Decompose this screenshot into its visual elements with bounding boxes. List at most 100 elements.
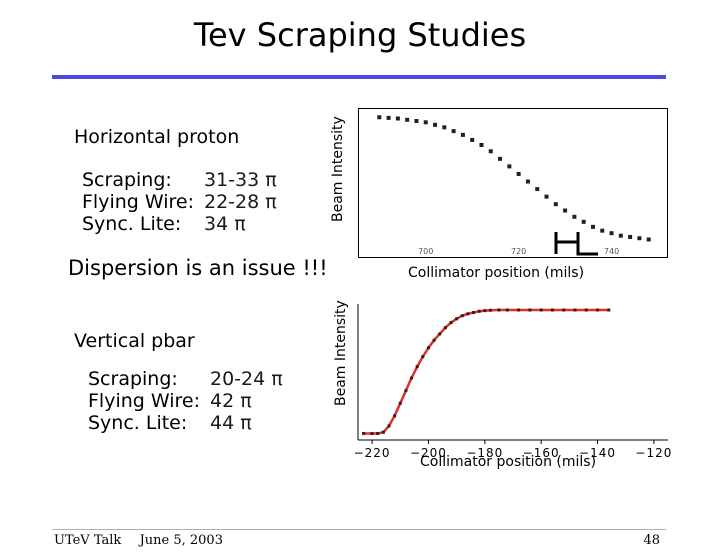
vertical-stats: Scraping: 20-24 π Flying Wire: 42 π Sync. …: [88, 368, 283, 434]
chart1-xlabel: Collimator position (mils): [408, 265, 585, 281]
chart2-ylabel: Beam Intensity: [333, 300, 349, 406]
chart2-point: [376, 431, 380, 435]
chart1-point: [414, 119, 419, 124]
chart2-point: [410, 376, 414, 380]
chart1-point: [405, 117, 410, 122]
footer-divider: [52, 529, 666, 530]
chart1-point: [470, 137, 475, 142]
chart2-tick-label: −140: [579, 446, 616, 460]
chart2-point: [497, 308, 501, 312]
chart1-plot: 700 720 740: [358, 108, 668, 258]
chart2-point: [387, 424, 391, 428]
chart2-point: [415, 365, 419, 369]
chart2-point: [573, 308, 577, 312]
horizontal-row-sync-lite: Sync. Lite: 34 π: [82, 213, 277, 235]
chart2-point: [483, 309, 487, 313]
chart1-tick-label: 700: [418, 247, 433, 256]
chart1-point: [535, 187, 540, 192]
chart1-point: [628, 234, 633, 239]
chart2-point: [472, 311, 476, 315]
chart1-point: [618, 233, 623, 238]
horizontal-row-flying-wire: Flying Wire: 22-28 π: [82, 191, 277, 213]
chart2-point: [455, 317, 459, 321]
chart2-plot: −220 −200 −180 −160 −140 −120: [354, 304, 671, 460]
chart2-tick-label: −180: [466, 446, 503, 460]
chart1-tick-label: 740: [604, 247, 619, 256]
footer-talk: UTeV Talk June 5, 2003: [54, 533, 223, 548]
horizontal-block: Horizontal proton: [74, 126, 239, 148]
chart2-point: [370, 431, 374, 435]
chart1-point: [590, 224, 595, 229]
bracket-marker-icon: [554, 232, 598, 256]
chart2-ylabel-text: Beam Intensity: [333, 300, 349, 406]
chart1-point: [553, 202, 558, 207]
chart2-tick-label: −200: [410, 446, 447, 460]
row-value: 42 π: [210, 390, 252, 412]
title-divider: [52, 75, 666, 79]
page-title: Tev Scraping Studies: [193, 16, 527, 54]
chart2-point: [438, 332, 442, 336]
dispersion-note: Dispersion is an issue !!!: [68, 256, 328, 280]
chart1-points: [377, 115, 651, 242]
chart2-points: [362, 308, 611, 435]
footer-date: June 5, 2003: [139, 533, 223, 548]
vertical-row-sync-lite: Sync. Lite: 44 π: [88, 412, 283, 434]
row-value: 31-33 π: [204, 169, 277, 191]
chart2-point: [550, 308, 554, 312]
row-label: Sync. Lite:: [82, 213, 182, 235]
chart1-point: [395, 116, 400, 121]
chart2-point: [393, 414, 397, 418]
chart1-point: [637, 236, 642, 241]
chart1-frame: [358, 108, 668, 258]
chart1-tick-label: 720: [511, 247, 526, 256]
chart2-point: [528, 308, 532, 312]
chart2-point: [443, 326, 447, 330]
chart2-point: [362, 431, 366, 435]
chart2-tick-label: −160: [523, 446, 560, 460]
chart1-point: [516, 171, 521, 176]
chart2-point: [488, 308, 492, 312]
chart2-tick-label: −220: [354, 446, 391, 460]
chart1-point: [600, 228, 605, 233]
chart2-point: [381, 430, 385, 434]
horizontal-heading: Horizontal proton: [74, 126, 240, 148]
chart1-point: [433, 122, 438, 127]
chart1-point: [525, 179, 530, 184]
row-label: Sync. Lite:: [88, 412, 188, 434]
chart2-point: [607, 308, 611, 312]
chart2-point: [517, 308, 521, 312]
chart2-point: [505, 308, 509, 312]
chart2-point: [449, 321, 453, 325]
vertical-heading: Vertical pbar: [74, 330, 195, 352]
chart2-point: [596, 308, 600, 312]
vertical-row-flying-wire: Flying Wire: 42 π: [88, 390, 283, 412]
chart1-point: [423, 120, 428, 125]
vertical-row-scraping: Scraping: 20-24 π: [88, 368, 283, 390]
chart2-point: [539, 308, 543, 312]
chart2-point: [426, 346, 430, 350]
row-value: 20-24 π: [210, 368, 283, 390]
chart1-point: [488, 149, 493, 154]
row-label: Flying Wire:: [88, 390, 201, 412]
chart2-point: [398, 401, 402, 405]
page-number: 48: [643, 533, 660, 548]
chart1-point: [451, 129, 456, 134]
row-value: 34 π: [204, 213, 246, 235]
chart2-point: [466, 312, 470, 316]
chart1-ylabel: Beam Intensity: [330, 116, 346, 222]
vertical-block: Vertical pbar: [74, 330, 195, 352]
chart1-point: [479, 142, 484, 147]
chart2-point: [460, 314, 464, 318]
row-value: 44 π: [210, 412, 252, 434]
chart2-point: [584, 308, 588, 312]
row-label: Scraping:: [82, 169, 172, 191]
chart2-ticks: −220 −200 −180 −160 −140 −120: [354, 440, 671, 460]
chart2-point: [421, 355, 425, 359]
chart2-point: [477, 309, 481, 313]
chart1-point: [544, 194, 549, 199]
chart2-series-line: [363, 308, 609, 435]
chart2-point: [562, 308, 566, 312]
horizontal-stats: Scraping: 31-33 π Flying Wire: 22-28 π Syn…: [82, 169, 277, 235]
row-label: Scraping:: [88, 368, 178, 390]
chart1-point: [377, 115, 382, 120]
